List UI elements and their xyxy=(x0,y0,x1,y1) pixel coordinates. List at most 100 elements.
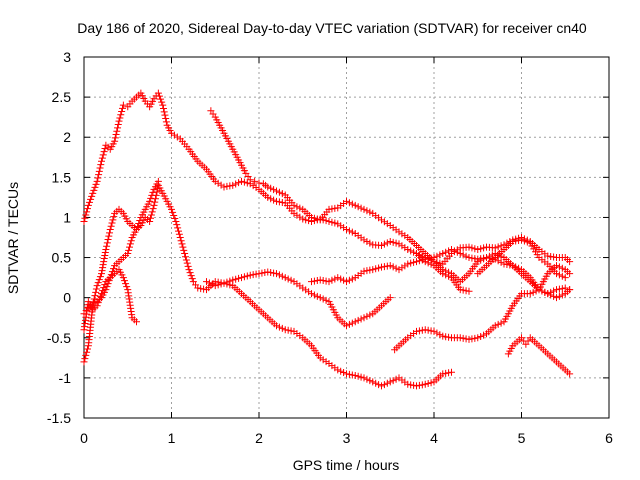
data-point xyxy=(439,266,447,274)
data-point xyxy=(418,381,426,389)
data-point xyxy=(91,292,99,300)
data-point xyxy=(439,370,447,378)
data-point xyxy=(465,287,473,295)
data-point xyxy=(176,234,184,241)
data-point xyxy=(99,261,107,269)
data-point xyxy=(287,327,295,335)
data-point xyxy=(465,254,473,262)
data-point xyxy=(555,271,563,279)
data-point xyxy=(343,225,350,233)
data-point xyxy=(249,271,257,279)
data-point xyxy=(515,236,523,244)
data-point xyxy=(168,205,175,213)
data-point xyxy=(98,267,106,275)
data-point xyxy=(188,275,196,283)
data-point xyxy=(148,208,156,216)
data-point xyxy=(357,315,365,323)
data-point xyxy=(170,211,178,219)
data-point xyxy=(278,272,286,280)
data-point xyxy=(114,124,122,132)
data-point xyxy=(497,319,505,327)
data-point xyxy=(459,334,467,342)
data-point xyxy=(518,236,525,244)
data-point xyxy=(150,201,158,209)
data-point xyxy=(380,381,388,389)
data-point xyxy=(465,243,473,251)
data-point xyxy=(255,179,263,187)
data-point xyxy=(98,157,105,165)
data-point xyxy=(480,244,488,252)
data-point xyxy=(418,326,426,334)
data-point xyxy=(158,98,166,106)
data-point xyxy=(515,264,523,272)
data-point xyxy=(378,382,385,390)
data-point xyxy=(264,193,272,201)
data-point xyxy=(181,250,189,258)
data-point xyxy=(453,248,461,256)
data-point xyxy=(348,228,356,236)
data-point xyxy=(95,276,103,284)
data-point xyxy=(375,381,383,389)
data-point xyxy=(415,327,423,335)
data-point xyxy=(407,259,415,267)
data-point xyxy=(147,211,155,219)
data-point xyxy=(555,292,563,300)
data-point xyxy=(87,195,95,203)
data-point xyxy=(456,250,464,258)
data-point xyxy=(392,239,400,247)
data-point xyxy=(178,240,186,248)
data-point xyxy=(122,280,130,288)
data-point xyxy=(433,252,441,260)
data-point xyxy=(94,174,102,182)
data-point xyxy=(383,379,391,387)
data-point xyxy=(383,239,391,247)
data-point xyxy=(148,191,156,199)
data-point xyxy=(118,108,126,116)
data-point xyxy=(533,251,541,259)
data-point xyxy=(343,370,350,378)
data-point xyxy=(117,111,125,119)
data-point xyxy=(293,203,301,211)
data-point xyxy=(147,194,155,202)
series-sat-k xyxy=(474,236,569,282)
data-point xyxy=(328,205,336,213)
data-point xyxy=(421,326,429,334)
data-point xyxy=(413,258,420,266)
data-point xyxy=(360,267,368,275)
data-point xyxy=(105,277,113,285)
data-point xyxy=(445,333,453,341)
data-point xyxy=(113,127,121,135)
data-point xyxy=(281,274,289,282)
data-point xyxy=(372,265,380,273)
data-point xyxy=(85,198,93,206)
data-point xyxy=(125,246,133,254)
data-point xyxy=(92,285,100,293)
data-point xyxy=(238,274,245,282)
data-point xyxy=(232,275,240,283)
data-point xyxy=(243,179,251,187)
data-point xyxy=(471,245,479,253)
data-point xyxy=(273,270,280,278)
data-point xyxy=(468,244,476,252)
data-point xyxy=(275,198,283,206)
data-point xyxy=(392,264,400,272)
data-point xyxy=(530,245,538,253)
data-point xyxy=(112,131,120,139)
data-point xyxy=(331,219,339,227)
data-point xyxy=(410,381,418,389)
data-point xyxy=(340,276,348,284)
data-point xyxy=(123,283,131,291)
data-point xyxy=(273,197,280,205)
data-point xyxy=(558,291,566,299)
data-point xyxy=(366,239,374,247)
data-point xyxy=(442,248,450,256)
data-point xyxy=(133,318,140,326)
x-tick-label: 0 xyxy=(80,430,88,446)
data-point xyxy=(343,278,350,286)
data-point xyxy=(104,236,112,244)
data-point xyxy=(450,247,458,255)
data-point xyxy=(325,217,333,225)
data-point xyxy=(83,208,91,216)
data-point xyxy=(275,188,283,196)
